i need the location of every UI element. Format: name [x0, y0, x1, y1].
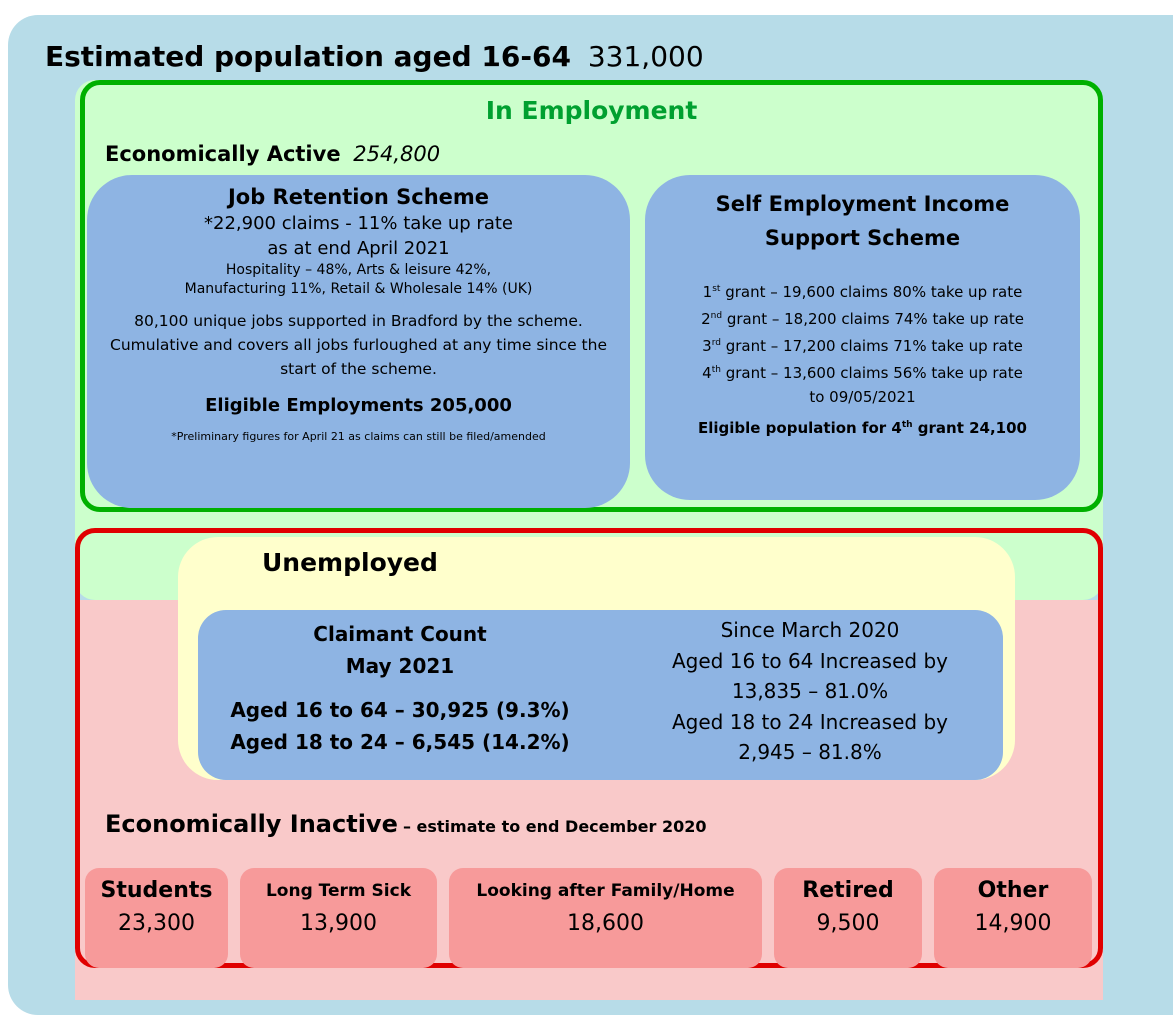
seiss-grant: 3rd grant – 17,200 claims 71% take up ra… [645, 331, 1080, 358]
grant-suffix: nd [710, 311, 723, 321]
grant-number: 4 [702, 364, 712, 382]
group-value: 9,500 [816, 911, 880, 936]
seiss-grant: 1st grant – 19,600 claims 80% take up ra… [645, 277, 1080, 304]
jrs-sector: Manufacturing 11%, Retail & Wholesale 14… [184, 281, 533, 297]
seiss-eligible: Eligible population for 4th grant 24,100 [645, 419, 1080, 437]
jrs-sector: Hospitality – 48%, Arts & leisure 42%, [225, 262, 492, 278]
employment-border [80, 80, 1103, 512]
inactive-group: Long Term Sick 13,900 [240, 868, 437, 968]
change-line: 2,945 – 81.8% [738, 740, 882, 764]
header: Estimated population aged 16-64 331,000 [45, 40, 704, 73]
group-label: Looking after Family/Home [476, 881, 735, 901]
page: {"header": {"title": "Estimated populati… [8, 15, 1173, 1015]
jrs-line: *22,900 claims - 11% take up rate [204, 213, 513, 234]
seiss-grants: 1st grant – 19,600 claims 80% take up ra… [645, 277, 1080, 385]
seiss-grant: 2nd grant – 18,200 claims 74% take up ra… [645, 304, 1080, 331]
claimant-box [198, 610, 1003, 780]
unemployed-title: Unemployed [262, 548, 438, 577]
jrs-footnote: *Preliminary figures for April 21 as cla… [171, 430, 546, 443]
active-value: 254,800 [353, 142, 441, 166]
header-value: 331,000 [587, 40, 704, 73]
seiss-box: Self Employment Income Support Scheme 1s… [645, 175, 1080, 500]
seiss-eligible-suffix: th [901, 420, 913, 430]
grant-text: grant – 18,200 claims 74% take up rate [726, 310, 1024, 328]
jrs-jobs: 80,100 unique jobs supported in Bradford… [110, 312, 607, 378]
group-value: 18,600 [567, 911, 644, 936]
claimant-count: Aged 18 to 24 – 6,545 (14.2%) [230, 730, 570, 754]
inactive-group: Looking after Family/Home 18,600 [449, 868, 762, 968]
active-label: Economically Active [105, 142, 341, 166]
seiss-eligible-text: grant 24,100 [917, 419, 1027, 437]
inactive-group: Students 23,300 [85, 868, 228, 968]
grant-text: grant – 13,600 claims 56% take up rate [725, 364, 1023, 382]
change-line: Aged 16 to 64 Increased by [671, 648, 948, 673]
grant-number: 2 [701, 310, 711, 328]
group-value: 14,900 [974, 911, 1052, 936]
claimant-change: Since March 2020 Aged 16 to 64 Increased … [620, 615, 1000, 768]
group-label: Other [977, 878, 1049, 903]
seiss-date: to 09/05/2021 [809, 388, 916, 406]
active: Economically Active 254,800 [105, 142, 440, 166]
grant-text: grant – 17,200 claims 71% take up rate [725, 337, 1023, 355]
seiss-title: Self Employment Income Support Scheme [715, 192, 1010, 250]
change-line: Since March 2020 [720, 618, 900, 642]
grant-suffix: st [712, 284, 721, 294]
jrs-box: Job Retention Scheme *22,900 claims - 11… [87, 175, 630, 508]
grant-number: 3 [702, 337, 712, 355]
grant-text: grant – 19,600 claims 80% take up rate [725, 283, 1023, 301]
jrs-eligible: Eligible Employments 205,000 [205, 395, 512, 416]
claimant-left: Claimant Count May 2021 Aged 16 to 64 – … [200, 618, 600, 758]
jrs-line: as at end April 2021 [267, 238, 450, 259]
grant-suffix: rd [711, 338, 721, 348]
claimant-count: Aged 16 to 64 – 30,925 (9.3%) [230, 698, 570, 722]
header-title: Estimated population aged 16-64 [45, 40, 571, 73]
group-label: Long Term Sick [265, 881, 412, 901]
inactive-subtitle: – estimate to end December 2020 [402, 817, 707, 836]
change-line: Aged 18 to 24 Increased by [671, 709, 948, 734]
employment-title: In Employment [485, 96, 698, 125]
inactive-group: Other 14,900 [934, 868, 1092, 968]
seiss-grant: 4th grant – 13,600 claims 56% take up ra… [645, 358, 1080, 385]
group-value: 23,300 [118, 911, 195, 936]
group-label: Students [100, 878, 213, 903]
seiss-eligible-text: Eligible population for 4 [698, 419, 902, 437]
claimant-date: May 2021 [345, 654, 455, 678]
grant-suffix: th [711, 365, 721, 375]
group-label: Retired [802, 878, 894, 903]
inactive-heading: Economically Inactive – estimate to end … [105, 810, 706, 838]
inactive-title: Economically Inactive [105, 810, 398, 838]
claimant-title: Claimant Count [313, 622, 487, 646]
change-line: 13,835 – 81.0% [731, 679, 889, 703]
grant-number: 1 [702, 283, 713, 301]
inactive-group: Retired 9,500 [774, 868, 922, 968]
group-value: 13,900 [300, 911, 377, 936]
jrs-title: Job Retention Scheme [227, 185, 490, 209]
